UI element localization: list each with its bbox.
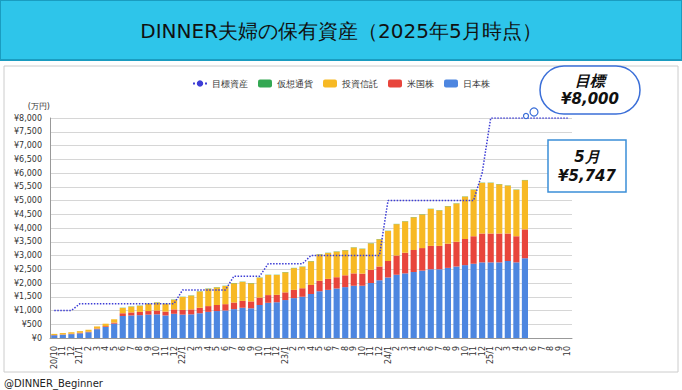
svg-text:10: 10 [563, 346, 572, 356]
svg-text:3: 3 [195, 346, 205, 352]
svg-text:¥5,500: ¥5,500 [14, 182, 42, 191]
svg-text:11: 11 [263, 346, 273, 357]
svg-text:5: 5 [212, 346, 222, 352]
svg-text:目標資産: 目標資産 [212, 79, 248, 89]
svg-text:4: 4 [306, 346, 316, 352]
svg-text:2: 2 [289, 346, 299, 352]
svg-text:3: 3 [297, 346, 307, 352]
svg-text:9: 9 [554, 346, 564, 352]
svg-text:3: 3 [92, 346, 102, 352]
svg-text:8: 8 [135, 346, 145, 352]
svg-text:¥2,500: ¥2,500 [14, 265, 42, 274]
svg-text:4: 4 [511, 346, 521, 352]
svg-text:¥6,000: ¥6,000 [14, 169, 42, 178]
svg-text:¥0: ¥0 [32, 334, 42, 343]
svg-text:11: 11 [58, 346, 68, 357]
svg-text:12: 12 [169, 346, 179, 357]
svg-text:2: 2 [392, 346, 402, 352]
svg-text:4: 4 [409, 346, 419, 352]
svg-text:5: 5 [520, 346, 530, 352]
svg-text:¥2,000: ¥2,000 [14, 279, 42, 288]
svg-text:7: 7 [126, 346, 136, 352]
svg-text:12: 12 [477, 346, 487, 357]
svg-text:仮想通貨: 仮想通貨 [277, 79, 313, 89]
svg-text:5: 5 [417, 346, 427, 352]
svg-text:5月: 5月 [574, 148, 599, 166]
svg-text:2: 2 [186, 346, 196, 352]
svg-text:9: 9 [143, 346, 153, 352]
svg-text:23/1: 23/1 [280, 346, 290, 364]
svg-text:10: 10 [460, 346, 470, 357]
svg-text:12: 12 [66, 346, 76, 357]
svg-text:6: 6 [529, 346, 538, 352]
svg-text:¥5,000: ¥5,000 [14, 196, 42, 205]
svg-text:目標: 目標 [575, 72, 608, 90]
svg-text:3: 3 [400, 346, 410, 352]
svg-text:7: 7 [332, 346, 342, 352]
svg-text:(万円): (万円) [28, 102, 50, 111]
svg-text:¥8,000: ¥8,000 [561, 90, 619, 108]
svg-text:12: 12 [272, 346, 282, 357]
svg-text:投資信託: 投資信託 [341, 79, 378, 89]
svg-text:8: 8 [340, 346, 350, 352]
svg-text:6: 6 [426, 346, 436, 352]
svg-text:DINNER夫婦の保有資産（2025年5月時点）: DINNER夫婦の保有資産（2025年5月時点） [140, 19, 541, 43]
svg-text:9: 9 [452, 346, 461, 352]
svg-text:4: 4 [101, 346, 111, 352]
svg-text:11: 11 [366, 346, 376, 357]
svg-text:8: 8 [546, 346, 556, 352]
svg-text:2: 2 [494, 346, 504, 352]
svg-text:11: 11 [469, 346, 479, 357]
svg-text:9: 9 [349, 346, 359, 352]
svg-text:10: 10 [255, 346, 265, 357]
svg-text:12: 12 [375, 346, 384, 357]
svg-text:6: 6 [220, 346, 230, 352]
svg-text:米国株: 米国株 [407, 79, 434, 89]
svg-text:¥4,000: ¥4,000 [14, 224, 42, 233]
svg-text:@DINNER_Beginner: @DINNER_Beginner [4, 378, 104, 390]
svg-text:7: 7 [537, 346, 547, 352]
svg-text:4: 4 [203, 346, 213, 352]
svg-text:21/1: 21/1 [75, 346, 85, 364]
svg-text:¥3,500: ¥3,500 [14, 237, 42, 246]
svg-text:8: 8 [443, 346, 453, 352]
svg-text:¥1,500: ¥1,500 [14, 292, 42, 301]
svg-text:5: 5 [315, 346, 325, 352]
svg-text:日本株: 日本株 [463, 79, 490, 89]
svg-text:20/10: 20/10 [49, 346, 59, 370]
svg-text:8: 8 [238, 346, 247, 352]
svg-text:¥4,500: ¥4,500 [14, 210, 42, 219]
svg-text:7: 7 [229, 346, 239, 352]
svg-text:¥500: ¥500 [22, 320, 42, 329]
svg-text:6: 6 [118, 346, 128, 352]
svg-text:11: 11 [161, 346, 170, 357]
svg-text:7: 7 [434, 346, 444, 352]
svg-text:25/1: 25/1 [486, 346, 496, 364]
svg-text:10: 10 [357, 346, 367, 357]
svg-text:5: 5 [109, 346, 119, 352]
svg-text:2: 2 [84, 346, 93, 352]
svg-text:¥7,000: ¥7,000 [14, 141, 42, 150]
svg-text:¥3,000: ¥3,000 [14, 251, 42, 260]
svg-text:¥7,500: ¥7,500 [14, 127, 42, 136]
svg-text:¥5,747: ¥5,747 [558, 167, 616, 185]
svg-text:¥8,000: ¥8,000 [14, 114, 42, 123]
svg-text:9: 9 [246, 346, 256, 352]
svg-text:10: 10 [152, 346, 162, 357]
svg-text:24/1: 24/1 [383, 346, 393, 364]
svg-text:6: 6 [323, 346, 333, 352]
svg-text:¥6,500: ¥6,500 [14, 155, 42, 164]
svg-text:¥1,000: ¥1,000 [14, 306, 42, 315]
svg-text:3: 3 [503, 346, 513, 352]
svg-text:22/1: 22/1 [178, 346, 188, 364]
